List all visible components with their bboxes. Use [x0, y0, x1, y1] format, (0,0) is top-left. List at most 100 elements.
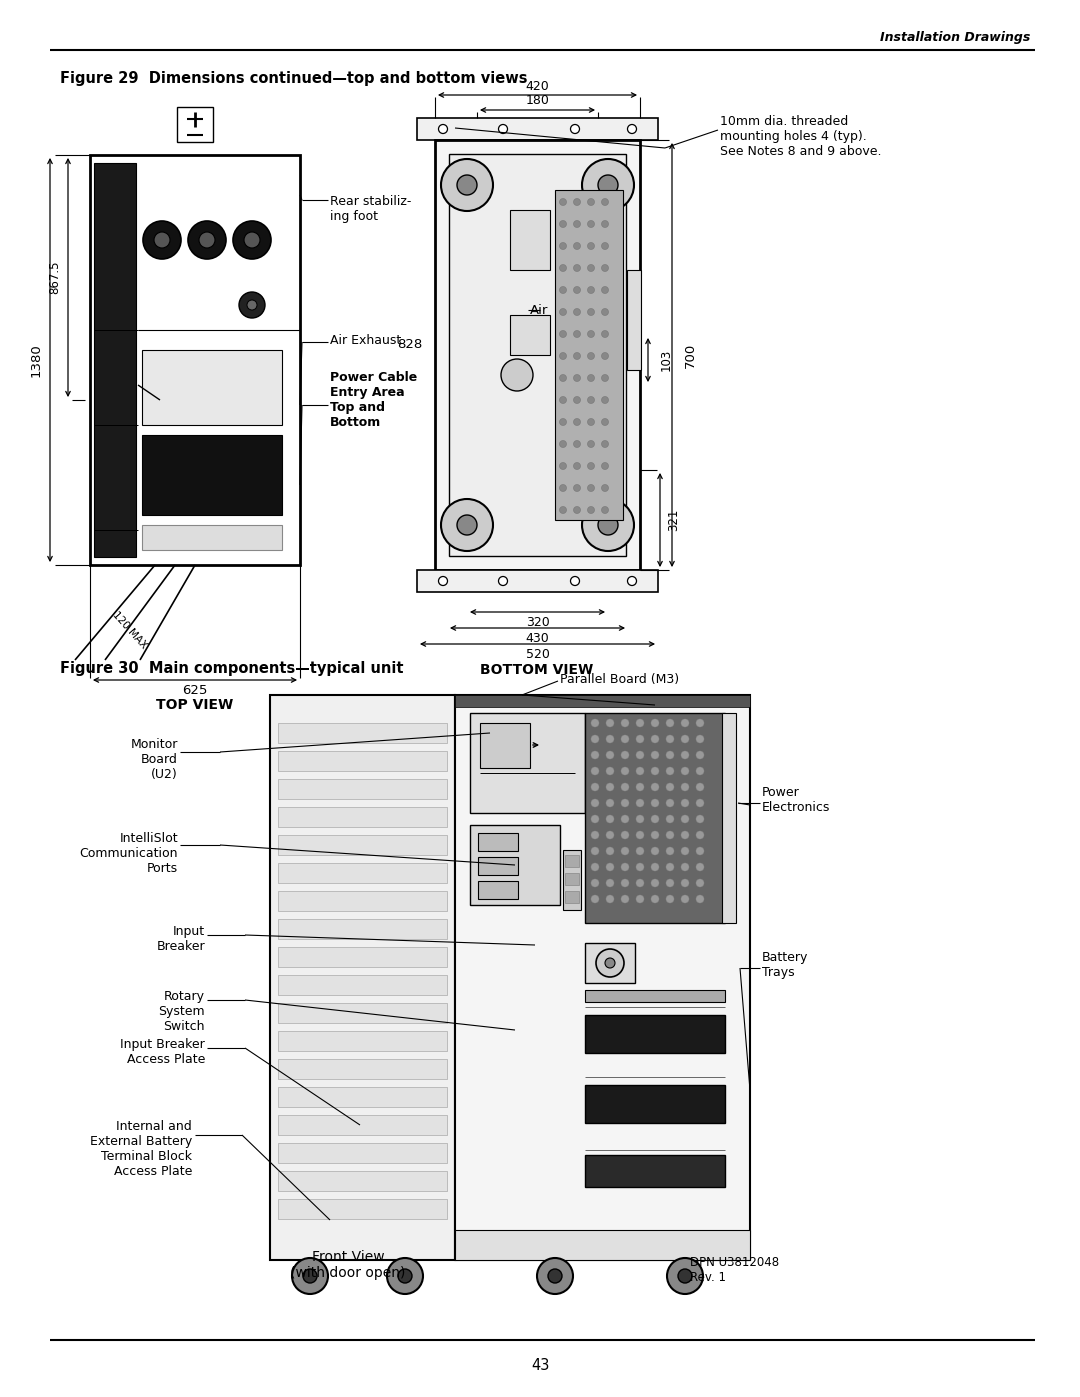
Circle shape: [559, 485, 567, 492]
Circle shape: [602, 419, 608, 426]
Circle shape: [457, 175, 477, 196]
Bar: [417, 117, 658, 140]
Circle shape: [591, 863, 599, 870]
Circle shape: [244, 232, 260, 249]
Text: Input Breaker
Access Plate: Input Breaker Access Plate: [120, 1038, 205, 1066]
Circle shape: [651, 863, 659, 870]
Circle shape: [696, 799, 704, 807]
Circle shape: [636, 782, 644, 791]
Circle shape: [651, 814, 659, 823]
Circle shape: [696, 752, 704, 759]
Circle shape: [666, 799, 674, 807]
Circle shape: [588, 397, 594, 404]
Circle shape: [499, 577, 508, 585]
Circle shape: [559, 352, 567, 359]
Text: 430: 430: [526, 631, 550, 644]
Text: BOTTOM VIEW: BOTTOM VIEW: [481, 664, 594, 678]
Circle shape: [602, 331, 608, 338]
Circle shape: [651, 782, 659, 791]
Circle shape: [636, 847, 644, 855]
Circle shape: [636, 799, 644, 807]
Circle shape: [606, 767, 615, 775]
Circle shape: [292, 1259, 328, 1294]
Circle shape: [606, 719, 615, 726]
Circle shape: [573, 309, 581, 316]
Bar: [510, 314, 550, 355]
Circle shape: [666, 752, 674, 759]
Circle shape: [605, 958, 615, 968]
Circle shape: [559, 221, 567, 228]
Circle shape: [559, 331, 567, 338]
Circle shape: [588, 331, 594, 338]
Circle shape: [559, 198, 567, 205]
Bar: [278, 947, 447, 967]
Circle shape: [591, 847, 599, 855]
Circle shape: [582, 499, 634, 550]
Circle shape: [621, 767, 629, 775]
Circle shape: [588, 309, 594, 316]
Circle shape: [651, 847, 659, 855]
Circle shape: [591, 799, 599, 807]
Circle shape: [636, 752, 644, 759]
Bar: [565, 855, 579, 868]
Circle shape: [606, 814, 615, 823]
Circle shape: [602, 264, 608, 271]
Bar: [141, 434, 282, 515]
Circle shape: [621, 847, 629, 855]
Circle shape: [559, 374, 567, 381]
Circle shape: [573, 352, 581, 359]
Circle shape: [591, 735, 599, 743]
Circle shape: [598, 175, 618, 196]
Circle shape: [681, 752, 689, 759]
Bar: [585, 943, 635, 983]
Circle shape: [602, 309, 608, 316]
Circle shape: [636, 831, 644, 840]
Text: 103: 103: [660, 349, 673, 372]
Circle shape: [621, 719, 629, 726]
Circle shape: [188, 221, 226, 258]
Circle shape: [651, 799, 659, 807]
Circle shape: [559, 440, 567, 447]
Circle shape: [573, 440, 581, 447]
Text: Input
Breaker: Input Breaker: [157, 925, 205, 953]
Circle shape: [621, 735, 629, 743]
Bar: [278, 807, 447, 827]
Circle shape: [651, 879, 659, 887]
Circle shape: [573, 198, 581, 205]
Circle shape: [573, 331, 581, 338]
Bar: [565, 873, 579, 886]
Circle shape: [681, 863, 689, 870]
Circle shape: [666, 831, 674, 840]
Circle shape: [602, 397, 608, 404]
Circle shape: [681, 782, 689, 791]
Circle shape: [588, 419, 594, 426]
Circle shape: [696, 895, 704, 902]
Text: 420: 420: [526, 80, 550, 92]
Circle shape: [591, 879, 599, 887]
Bar: [278, 975, 447, 995]
Text: Figure 29  Dimensions continued—top and bottom views: Figure 29 Dimensions continued—top and b…: [60, 70, 527, 85]
Circle shape: [666, 735, 674, 743]
Circle shape: [696, 847, 704, 855]
Circle shape: [651, 752, 659, 759]
Bar: [449, 154, 626, 556]
Text: 867.5: 867.5: [49, 261, 62, 295]
Circle shape: [666, 863, 674, 870]
Text: 625: 625: [183, 683, 207, 697]
Circle shape: [602, 462, 608, 469]
Bar: [585, 1016, 725, 1053]
Bar: [470, 712, 585, 813]
Circle shape: [696, 863, 704, 870]
Text: Monitor
Board
(U2): Monitor Board (U2): [131, 738, 178, 781]
Circle shape: [666, 879, 674, 887]
Circle shape: [559, 462, 567, 469]
Circle shape: [621, 799, 629, 807]
Bar: [480, 724, 530, 768]
Circle shape: [696, 814, 704, 823]
Circle shape: [598, 515, 618, 535]
Bar: [278, 780, 447, 799]
Bar: [585, 712, 725, 923]
Bar: [278, 891, 447, 911]
Bar: [417, 570, 658, 592]
Text: TOP VIEW: TOP VIEW: [157, 698, 233, 712]
